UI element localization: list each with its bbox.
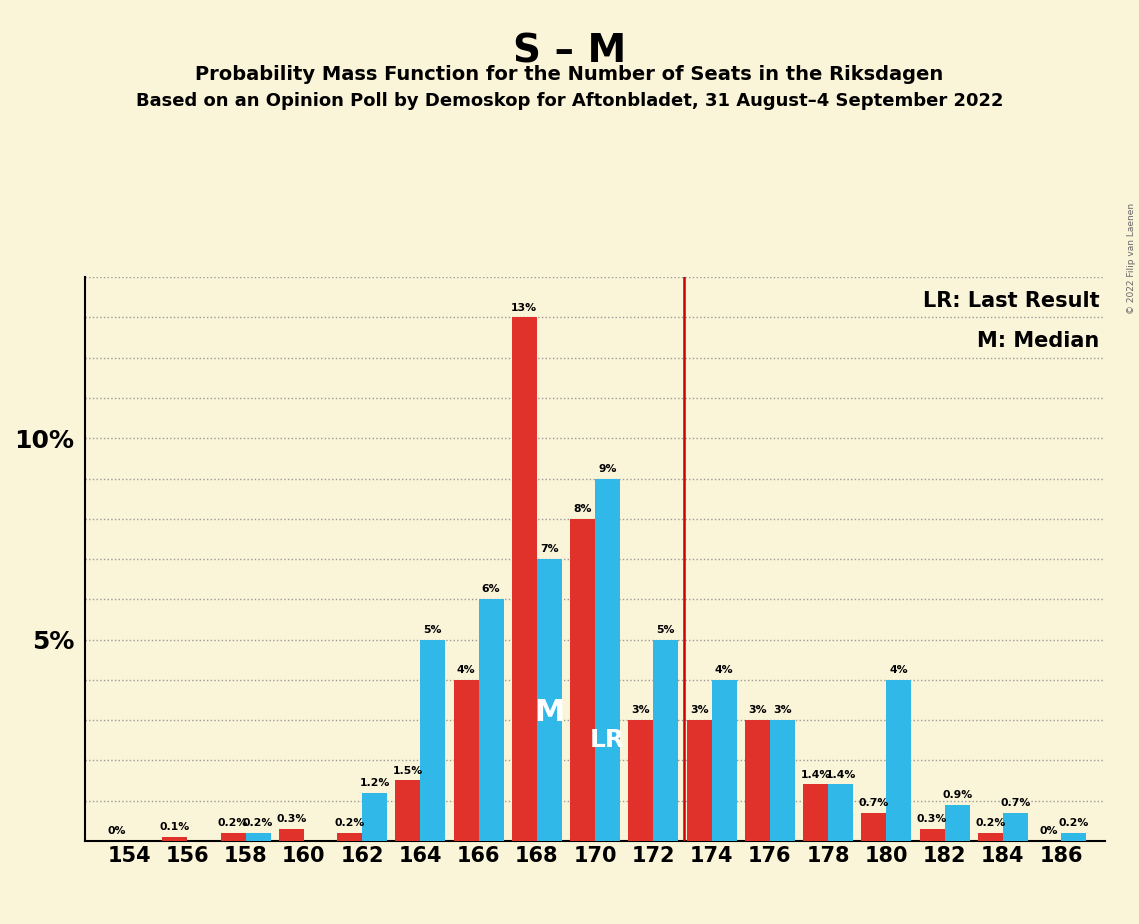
Bar <box>420 639 445 841</box>
Text: 0.2%: 0.2% <box>335 818 364 828</box>
Bar <box>362 793 387 841</box>
Bar <box>511 318 536 841</box>
Text: M: M <box>534 698 565 726</box>
Text: S – M: S – M <box>513 32 626 70</box>
Bar <box>478 600 503 841</box>
Text: 1.5%: 1.5% <box>393 766 423 775</box>
Text: 3%: 3% <box>773 705 792 715</box>
Bar <box>221 833 246 841</box>
Bar <box>536 559 562 841</box>
Text: 4%: 4% <box>715 665 734 675</box>
Text: © 2022 Filip van Laenen: © 2022 Filip van Laenen <box>1126 203 1136 314</box>
Text: 5%: 5% <box>424 625 442 635</box>
Text: 3%: 3% <box>690 705 708 715</box>
Bar <box>279 829 304 841</box>
Bar <box>919 829 944 841</box>
Bar <box>571 518 595 841</box>
Text: 0%: 0% <box>1040 826 1058 836</box>
Bar <box>712 680 737 841</box>
Text: 9%: 9% <box>598 464 617 474</box>
Text: 3%: 3% <box>631 705 650 715</box>
Bar <box>861 813 886 841</box>
Text: 0.1%: 0.1% <box>159 822 190 832</box>
Bar <box>1062 833 1087 841</box>
Bar <box>886 680 911 841</box>
Text: 4%: 4% <box>890 665 908 675</box>
Text: Based on an Opinion Poll by Demoskop for Aftonbladet, 31 August–4 September 2022: Based on an Opinion Poll by Demoskop for… <box>136 92 1003 110</box>
Text: 0%: 0% <box>107 826 125 836</box>
Text: 3%: 3% <box>748 705 767 715</box>
Bar <box>687 720 712 841</box>
Text: 8%: 8% <box>573 504 592 514</box>
Bar <box>1002 813 1027 841</box>
Text: 5%: 5% <box>657 625 675 635</box>
Text: 0.3%: 0.3% <box>276 814 306 824</box>
Text: LR: LR <box>590 728 625 752</box>
Text: 0.2%: 0.2% <box>243 818 273 828</box>
Bar <box>654 639 679 841</box>
Text: 0.2%: 0.2% <box>218 818 248 828</box>
Bar <box>629 720 654 841</box>
Text: 7%: 7% <box>540 544 559 554</box>
Text: 0.9%: 0.9% <box>942 790 973 800</box>
Bar <box>246 833 271 841</box>
Bar <box>944 805 969 841</box>
Text: 4%: 4% <box>457 665 475 675</box>
Bar <box>803 784 828 841</box>
Text: 1.4%: 1.4% <box>826 770 855 780</box>
Bar <box>770 720 795 841</box>
Text: 0.3%: 0.3% <box>917 814 948 824</box>
Text: 0.2%: 0.2% <box>1058 818 1089 828</box>
Bar <box>337 833 362 841</box>
Text: 0.7%: 0.7% <box>1000 797 1031 808</box>
Text: 0.7%: 0.7% <box>859 797 890 808</box>
Bar <box>395 781 420 841</box>
Bar <box>596 479 620 841</box>
Text: 13%: 13% <box>511 303 538 312</box>
Text: Probability Mass Function for the Number of Seats in the Riksdagen: Probability Mass Function for the Number… <box>196 65 943 84</box>
Text: 6%: 6% <box>482 585 500 594</box>
Bar <box>453 680 478 841</box>
Text: LR: Last Result: LR: Last Result <box>923 291 1100 311</box>
Bar <box>978 833 1003 841</box>
Text: 1.2%: 1.2% <box>360 778 390 787</box>
Text: 1.4%: 1.4% <box>801 770 830 780</box>
Text: M: Median: M: Median <box>977 331 1100 351</box>
Text: 0.2%: 0.2% <box>975 818 1006 828</box>
Bar <box>828 784 853 841</box>
Bar <box>745 720 770 841</box>
Bar <box>163 837 187 841</box>
